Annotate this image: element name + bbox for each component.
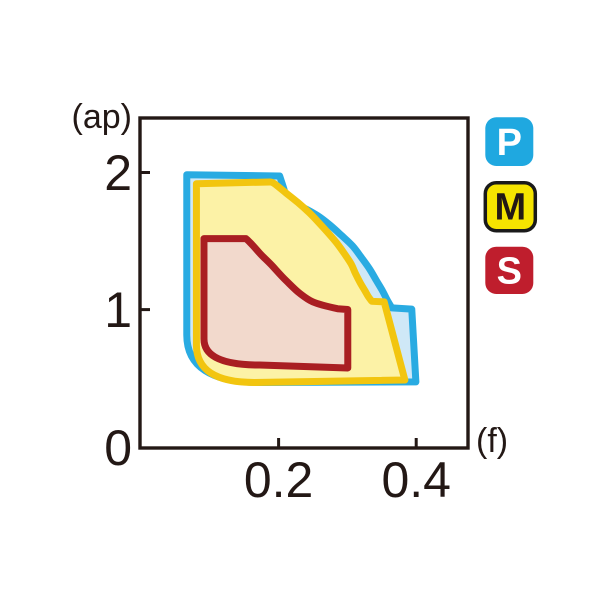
- svg-text:0.4: 0.4: [381, 452, 451, 508]
- svg-text:2: 2: [104, 145, 132, 201]
- svg-text:1: 1: [104, 282, 132, 338]
- svg-text:(ap): (ap): [72, 98, 132, 136]
- svg-text:S: S: [497, 251, 522, 293]
- svg-text:0: 0: [104, 420, 132, 476]
- svg-text:P: P: [497, 122, 522, 164]
- svg-text:0.2: 0.2: [244, 452, 314, 508]
- svg-text:(f): (f): [476, 422, 508, 460]
- svg-text:M: M: [494, 187, 526, 229]
